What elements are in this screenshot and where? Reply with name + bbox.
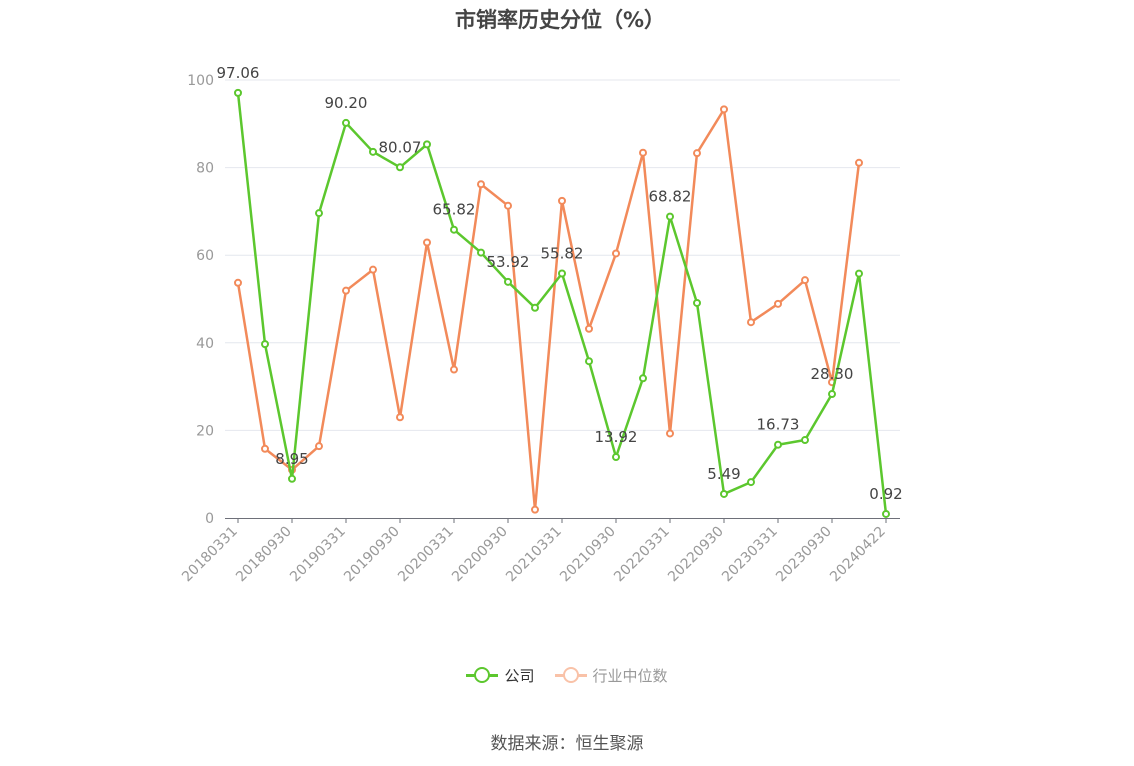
series-line-industry-median: [236, 108, 861, 511]
company-point-20200331: [450, 225, 458, 234]
industry-median-point-20231231: [855, 158, 863, 167]
x-tick-label-20230930: 20230930: [773, 524, 835, 586]
industry-median-point-20200331: [450, 365, 458, 374]
x-tick-label-20190331: 20190331: [287, 524, 349, 586]
data-label-20210930: 13.92: [595, 428, 638, 446]
industry-median-point-20210331: [558, 196, 566, 205]
company-point-20210331: [558, 269, 566, 278]
x-tick-label-20180930: 20180930: [233, 524, 295, 586]
x-tick-label-20220930: 20220930: [665, 524, 727, 586]
industry-median-point-20191231: [423, 238, 431, 247]
data-label-20190331: 90.20: [325, 94, 368, 112]
chart-title: 市销率历史分位（%）: [454, 8, 666, 32]
industry-median-point-20230630: [801, 276, 809, 285]
data-label-20180331: 97.06: [217, 64, 260, 82]
industry-median-point-20190630: [369, 265, 377, 274]
company-point-20231231: [855, 269, 863, 278]
industry-median-point-20190930: [396, 413, 404, 422]
legend-item-industry-median[interactable]: 行业中位数: [554, 664, 668, 686]
industry-median-point-20230331: [774, 299, 782, 308]
industry-median-point-20200930: [504, 201, 512, 210]
x-tick-label-20200930: 20200930: [449, 524, 511, 586]
company-point-20200930: [504, 277, 512, 286]
y-tick-label-0: 0: [205, 511, 214, 527]
industry-median-point-20181231: [315, 442, 323, 451]
company-point-20211231: [639, 374, 647, 383]
company-point-20220630: [693, 298, 701, 307]
company-point-20180630: [261, 340, 269, 349]
legend-company-line-icon: [466, 664, 499, 686]
data-source: 数据来源：恒生聚源: [490, 734, 644, 754]
industry-median-point-20220331: [666, 429, 674, 438]
company-point-20230630: [801, 436, 809, 445]
company-point-20201231: [531, 303, 539, 312]
line-chart: 0 20 40 60 80 100 2018033120180930201903312019…: [179, 64, 903, 585]
axes: 0 20 40 60 80 100 2018033120180930201903312019…: [179, 73, 900, 585]
x-tick-label-20210331: 20210331: [503, 524, 565, 586]
industry-median-point-20221231: [747, 318, 755, 327]
y-tick-label-20: 20: [196, 423, 214, 439]
company-point-20221231: [747, 478, 755, 487]
industry-median-point-20180630: [261, 444, 269, 453]
company-point-20200630: [477, 248, 485, 257]
legend: 公司 行业中位数: [0, 664, 1134, 686]
data-label-20200331: 65.82: [433, 201, 476, 219]
industry-median-point-20210630: [585, 324, 593, 333]
company-point-20190930: [396, 163, 404, 172]
company-point-20230930: [828, 390, 836, 399]
y-tick-label-60: 60: [196, 248, 214, 264]
x-tick-label-20190930: 20190930: [341, 524, 403, 586]
company-point-20180930: [288, 474, 296, 483]
company-point-20190630: [369, 147, 377, 156]
data-label-20180930: 8.95: [275, 450, 308, 468]
company-point-20180331: [234, 88, 242, 97]
company-point-20210930: [612, 453, 620, 462]
industry-median-point-20200630: [477, 180, 485, 189]
data-label-20210331: 55.82: [541, 245, 584, 263]
legend-label-company: 公司: [504, 666, 535, 685]
legend-label-industry-median: 行业中位数: [592, 666, 668, 685]
industry-median-point-20211231: [639, 148, 647, 157]
data-label-20190930: 80.07: [379, 138, 422, 156]
y-tick-label-40: 40: [196, 336, 214, 352]
series-layer: [234, 88, 890, 518]
data-label-20230331: 16.73: [757, 416, 800, 434]
industry-median-point-20201231: [531, 505, 539, 514]
data-label-20200930: 53.92: [487, 253, 530, 271]
x-tick-label-20230331: 20230331: [719, 524, 781, 586]
company-point-20220930: [720, 489, 728, 498]
data-label-20240422: 0.92: [869, 485, 902, 503]
legend-industry-line-icon: [554, 664, 587, 686]
x-tick-label-20210930: 20210930: [557, 524, 619, 586]
data-label-20220930: 5.49: [707, 465, 740, 483]
x-tick-label-20200331: 20200331: [395, 524, 457, 586]
legend-item-company[interactable]: 公司: [466, 664, 535, 686]
industry-median-point-20180331: [234, 278, 242, 287]
data-label-20220331: 68.82: [649, 188, 692, 206]
industry-median-point-20220930: [720, 105, 728, 114]
data-labels: 97.06 8.95 90.20 80.07 65.82 53.92 55.82 13.92 6…: [217, 64, 903, 503]
y-tick-label-80: 80: [196, 161, 214, 177]
x-tick-label-20220331: 20220331: [611, 524, 673, 586]
x-tick-label-20240422: 20240422: [827, 524, 889, 586]
industry-median-point-20210930: [612, 249, 620, 258]
company-point-20230331: [774, 440, 782, 449]
industry-median-point-20190331: [342, 286, 350, 295]
x-tick-label-20180331: 20180331: [179, 524, 241, 586]
series-line-company: [236, 92, 888, 515]
company-point-20190331: [342, 118, 350, 127]
data-label-20230930: 28.30: [811, 365, 854, 383]
company-point-20210630: [585, 357, 593, 366]
company-point-20240422: [882, 509, 890, 518]
company-point-20181231: [315, 209, 323, 218]
company-point-20220331: [666, 212, 674, 221]
company-point-20191231: [423, 140, 431, 149]
industry-median-point-20220630: [693, 149, 701, 158]
y-tick-label-100: 100: [187, 73, 214, 89]
